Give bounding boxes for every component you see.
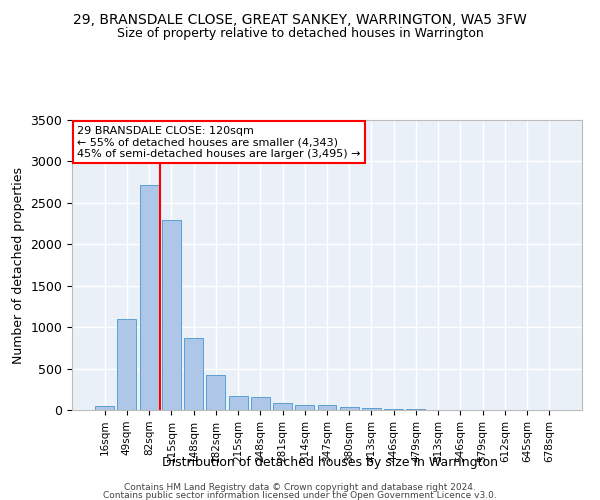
Bar <box>273 402 292 410</box>
Text: 29, BRANSDALE CLOSE, GREAT SANKEY, WARRINGTON, WA5 3FW: 29, BRANSDALE CLOSE, GREAT SANKEY, WARRI… <box>73 12 527 26</box>
Y-axis label: Number of detached properties: Number of detached properties <box>12 166 25 364</box>
Bar <box>340 407 359 410</box>
Bar <box>229 396 248 410</box>
Bar <box>162 220 181 410</box>
Bar <box>95 406 114 410</box>
Text: 29 BRANSDALE CLOSE: 120sqm
← 55% of detached houses are smaller (4,343)
45% of s: 29 BRANSDALE CLOSE: 120sqm ← 55% of deta… <box>77 126 361 159</box>
Text: Contains HM Land Registry data © Crown copyright and database right 2024.: Contains HM Land Registry data © Crown c… <box>124 483 476 492</box>
Bar <box>184 338 203 410</box>
Bar <box>317 406 337 410</box>
Bar <box>206 375 225 410</box>
Bar <box>251 396 270 410</box>
Bar <box>384 409 403 410</box>
Bar <box>118 319 136 410</box>
Bar <box>140 184 158 410</box>
Text: Contains public sector information licensed under the Open Government Licence v3: Contains public sector information licen… <box>103 492 497 500</box>
Text: Distribution of detached houses by size in Warrington: Distribution of detached houses by size … <box>162 456 498 469</box>
Bar <box>406 409 425 410</box>
Bar <box>362 408 381 410</box>
Bar <box>295 405 314 410</box>
Text: Size of property relative to detached houses in Warrington: Size of property relative to detached ho… <box>116 28 484 40</box>
